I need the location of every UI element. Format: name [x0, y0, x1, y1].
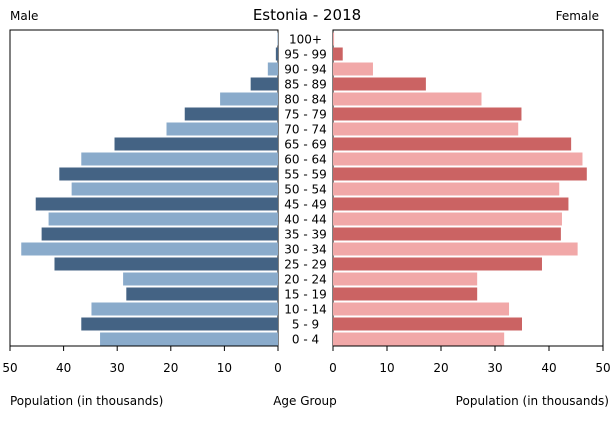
age-group-label-3: 85 - 89 [284, 78, 327, 92]
age-group-label-13: 35 - 39 [284, 228, 327, 242]
female-bar-0 [333, 32, 335, 46]
female-bar-19 [333, 317, 522, 331]
male-bar-6 [166, 122, 278, 136]
male-x-tick-label-1: 40 [56, 361, 71, 375]
female-bars [333, 32, 587, 346]
age-group-label-4: 80 - 84 [284, 93, 327, 107]
female-side-label: Female [556, 9, 599, 23]
female-bar-4 [333, 92, 482, 106]
male-bar-9 [59, 167, 279, 181]
female-x-tick-label-4: 40 [541, 361, 556, 375]
age-group-label-17: 15 - 19 [284, 288, 327, 302]
female-bar-9 [333, 167, 587, 181]
female-bar-18 [333, 302, 510, 316]
female-x-tick-label-0: 0 [329, 361, 337, 375]
female-x-tick-label-3: 30 [487, 361, 502, 375]
age-group-label-19: 5 - 9 [292, 318, 319, 332]
male-bar-3 [250, 77, 278, 91]
male-axis-label: Population (in thousands) [10, 394, 163, 408]
male-bar-4 [220, 92, 278, 106]
age-group-label-1: 95 - 99 [284, 48, 327, 62]
female-x-tick-label-1: 10 [379, 361, 394, 375]
male-x-tick-label-0: 50 [2, 361, 17, 375]
male-x-tick-label-4: 10 [217, 361, 232, 375]
male-bar-16 [123, 272, 278, 286]
male-bar-19 [81, 317, 278, 331]
male-bar-5 [184, 107, 278, 121]
age-group-label-6: 70 - 74 [284, 123, 327, 137]
male-x-tick-label-3: 20 [163, 361, 178, 375]
male-bar-0 [277, 32, 278, 46]
age-group-label-9: 55 - 59 [284, 168, 327, 182]
female-bar-12 [333, 212, 562, 226]
female-bar-16 [333, 272, 478, 286]
age-group-label-15: 25 - 29 [284, 258, 327, 272]
age-group-label-14: 30 - 34 [284, 243, 327, 257]
male-bar-2 [267, 62, 278, 76]
age-group-label-16: 20 - 24 [284, 273, 327, 287]
male-bar-18 [91, 302, 278, 316]
female-x-axis: 0 10 20 30 40 50 [329, 346, 610, 375]
female-bar-8 [333, 152, 583, 166]
male-bar-12 [48, 212, 279, 226]
female-bar-5 [333, 107, 522, 121]
male-bar-1 [275, 47, 278, 61]
female-axis-label: Population (in thousands) [456, 394, 609, 408]
age-group-label-5: 75 - 79 [284, 108, 327, 122]
female-x-tick-label-2: 20 [433, 361, 448, 375]
male-x-tick-label-5: 0 [274, 361, 282, 375]
male-x-tick-label-2: 30 [110, 361, 125, 375]
age-group-label-11: 45 - 49 [284, 198, 327, 212]
male-bar-7 [114, 137, 279, 151]
male-x-axis: 50 40 30 20 10 0 [2, 346, 282, 375]
female-bar-15 [333, 257, 542, 271]
female-bar-7 [333, 137, 572, 151]
age-group-label-10: 50 - 54 [284, 183, 327, 197]
female-x-tick-label-5: 50 [595, 361, 610, 375]
female-bar-2 [333, 62, 373, 76]
male-bars [21, 32, 279, 346]
age-group-label-2: 90 - 94 [284, 63, 327, 77]
age-group-label-18: 10 - 14 [284, 303, 327, 317]
female-bar-6 [333, 122, 519, 136]
male-bar-15 [54, 257, 278, 271]
female-bar-14 [333, 242, 578, 256]
male-side-label: Male [10, 9, 38, 23]
male-bar-11 [35, 197, 279, 211]
female-bar-13 [333, 227, 561, 241]
male-bar-10 [71, 182, 278, 196]
male-bar-13 [41, 227, 279, 241]
female-bar-1 [333, 47, 343, 61]
age-group-label-0: 100+ [289, 33, 322, 47]
male-bar-20 [100, 332, 278, 346]
age-group-label-7: 65 - 69 [284, 138, 327, 152]
male-bar-8 [81, 152, 278, 166]
age-group-label-12: 40 - 44 [284, 213, 327, 227]
female-bar-20 [333, 332, 505, 346]
male-bar-14 [21, 242, 278, 256]
age-group-label-20: 0 - 4 [292, 333, 319, 347]
chart-title: Estonia - 2018 [253, 6, 361, 24]
age-group-axis-label: Age Group [273, 394, 337, 408]
female-bar-10 [333, 182, 560, 196]
female-bar-17 [333, 287, 478, 301]
female-bar-11 [333, 197, 569, 211]
male-bar-17 [126, 287, 278, 301]
age-group-label-8: 60 - 64 [284, 153, 327, 167]
female-bar-3 [333, 77, 426, 91]
